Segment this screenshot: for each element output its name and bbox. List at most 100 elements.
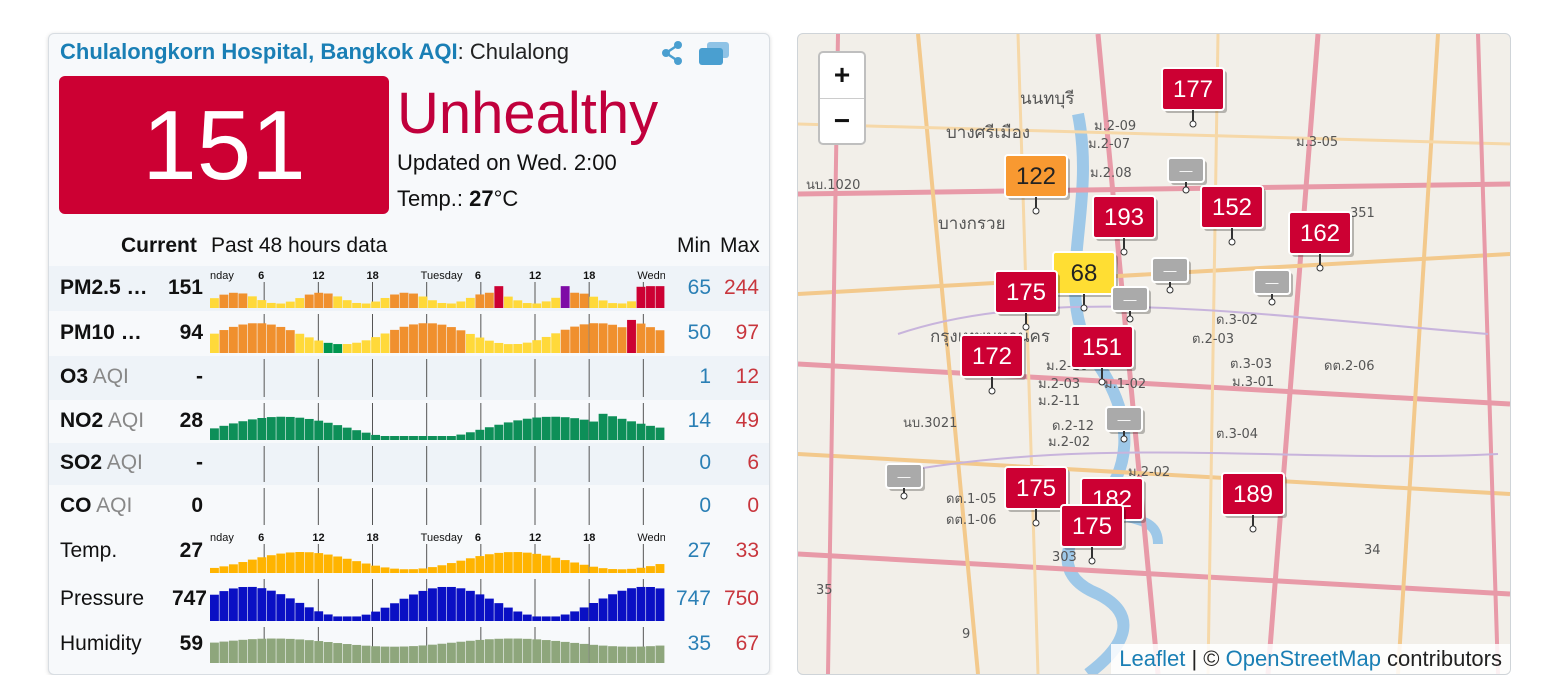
history-bar (589, 421, 599, 440)
station-marker[interactable]: 172 (960, 334, 1026, 395)
history-bar (608, 594, 618, 621)
history-bar (380, 607, 390, 621)
history-sparkline[interactable] (210, 359, 665, 397)
map-place-label: ม.2-02 (1128, 465, 1170, 480)
station-marker[interactable]: — (885, 463, 925, 500)
history-sparkline[interactable]: nday 6 12 18 Tuesday 6 12 18 Wednesda (210, 269, 665, 308)
station-marker[interactable]: 162 (1288, 211, 1354, 272)
table-row: SO2 AQI - 0 6 (49, 443, 769, 485)
history-bar (247, 586, 257, 621)
history-bar (608, 303, 618, 308)
station-marker[interactable]: 193 (1092, 195, 1158, 256)
history-bar (532, 340, 542, 353)
history-bar (361, 645, 371, 663)
history-bar (465, 590, 475, 621)
marker-dot (1126, 315, 1134, 323)
station-marker[interactable]: — (1105, 406, 1145, 443)
history-bar (522, 552, 532, 573)
pollutant-suffix: … (114, 321, 142, 344)
history-bar (560, 560, 570, 573)
history-sparkline[interactable] (210, 488, 665, 525)
history-bar (446, 327, 456, 353)
history-bar (295, 639, 305, 663)
station-marker[interactable]: 175 (1004, 466, 1070, 527)
marker-dot (900, 492, 908, 500)
pollutant-name: Temp. (60, 539, 118, 562)
history-bar (484, 639, 494, 663)
history-bar (257, 300, 267, 308)
history-bar (475, 594, 485, 621)
osm-link[interactable]: OpenStreetMap (1225, 646, 1381, 671)
station-marker[interactable]: — (1167, 157, 1207, 194)
map-place-label: 9 (962, 627, 970, 642)
time-axis-label: 12 (529, 270, 541, 282)
station-marker[interactable]: 189 (1221, 472, 1287, 533)
station-marker[interactable]: 122 (1004, 154, 1070, 215)
history-bar (418, 645, 428, 663)
station-marker[interactable]: — (1253, 269, 1293, 306)
station-marker[interactable]: 151 (1070, 325, 1136, 386)
station-marker[interactable]: 177 (1161, 67, 1227, 128)
history-bar (513, 343, 523, 353)
station-link[interactable]: Chulalongkorn Hospital, Bangkok AQI (60, 39, 458, 64)
history-sparkline[interactable] (210, 627, 665, 663)
history-sparkline[interactable] (210, 314, 665, 353)
history-bar (323, 642, 333, 663)
marker-aqi-label: — (1164, 263, 1177, 278)
station-marker[interactable]: — (1151, 257, 1191, 294)
history-bar (399, 436, 409, 440)
pollutant-unit: AQI (91, 494, 133, 517)
history-bar (446, 436, 456, 440)
history-bar (428, 436, 437, 440)
map-place-label: 34 (1364, 543, 1381, 558)
marker-dot (1120, 435, 1128, 443)
history-bar (541, 416, 551, 440)
station-marker[interactable]: 175 (1060, 504, 1126, 565)
map-place-label: ดต.2-06 (1324, 359, 1375, 374)
station-marker[interactable]: 175 (994, 270, 1060, 331)
history-bar (484, 340, 494, 353)
station-marker[interactable]: — (1111, 286, 1151, 323)
station-marker[interactable]: 152 (1200, 185, 1266, 246)
history-sparkline[interactable]: nday 6 12 18 Tuesday 6 12 18 Wednesda (210, 531, 665, 573)
history-bar (228, 564, 238, 573)
temp-label: Temp.: (397, 186, 470, 211)
history-bar (257, 417, 267, 440)
widget-cards-icon[interactable] (697, 41, 731, 67)
history-bar (494, 342, 504, 353)
road (798, 452, 1510, 496)
history-bar (238, 639, 248, 663)
history-bar (399, 292, 409, 308)
history-sparkline[interactable] (210, 579, 665, 621)
history-bar (475, 639, 485, 663)
history-bar (655, 645, 665, 663)
history-bar (390, 329, 399, 353)
marker-dot (1166, 286, 1174, 294)
history-bar (579, 643, 589, 663)
leaflet-link[interactable]: Leaflet (1119, 646, 1186, 671)
history-bar (228, 588, 238, 621)
history-bar (484, 598, 494, 621)
history-sparkline[interactable] (210, 403, 665, 440)
history-sparkline[interactable] (210, 446, 665, 482)
zoom-in-button[interactable]: + (820, 53, 864, 99)
history-bar (390, 646, 399, 663)
history-bar (266, 638, 276, 663)
zoom-out-button[interactable]: − (833, 105, 851, 136)
share-icon[interactable] (659, 40, 685, 66)
map-place-label: ต.2-03 (1192, 332, 1234, 347)
history-bar (257, 588, 267, 621)
station-map[interactable]: นนทบุรีบางศรีเมืองบางกรวยกรุงเทพมหานครนบ… (797, 33, 1511, 675)
history-bar (380, 436, 390, 440)
history-bar (627, 588, 636, 621)
station-marker[interactable]: 68 (1052, 251, 1118, 312)
max-value: 97 (735, 321, 759, 344)
history-bar (333, 296, 343, 308)
history-bar (418, 590, 428, 621)
history-bar (238, 324, 248, 353)
min-value: 35 (687, 632, 711, 655)
map-tiles[interactable]: นนทบุรีบางศรีเมืองบางกรวยกรุงเทพมหานครนบ… (798, 34, 1510, 674)
current-value: 0 (191, 494, 203, 517)
updated-time: Updated on Wed. 2:00 (397, 150, 617, 175)
map-place-label: ม.3-01 (1232, 375, 1274, 390)
